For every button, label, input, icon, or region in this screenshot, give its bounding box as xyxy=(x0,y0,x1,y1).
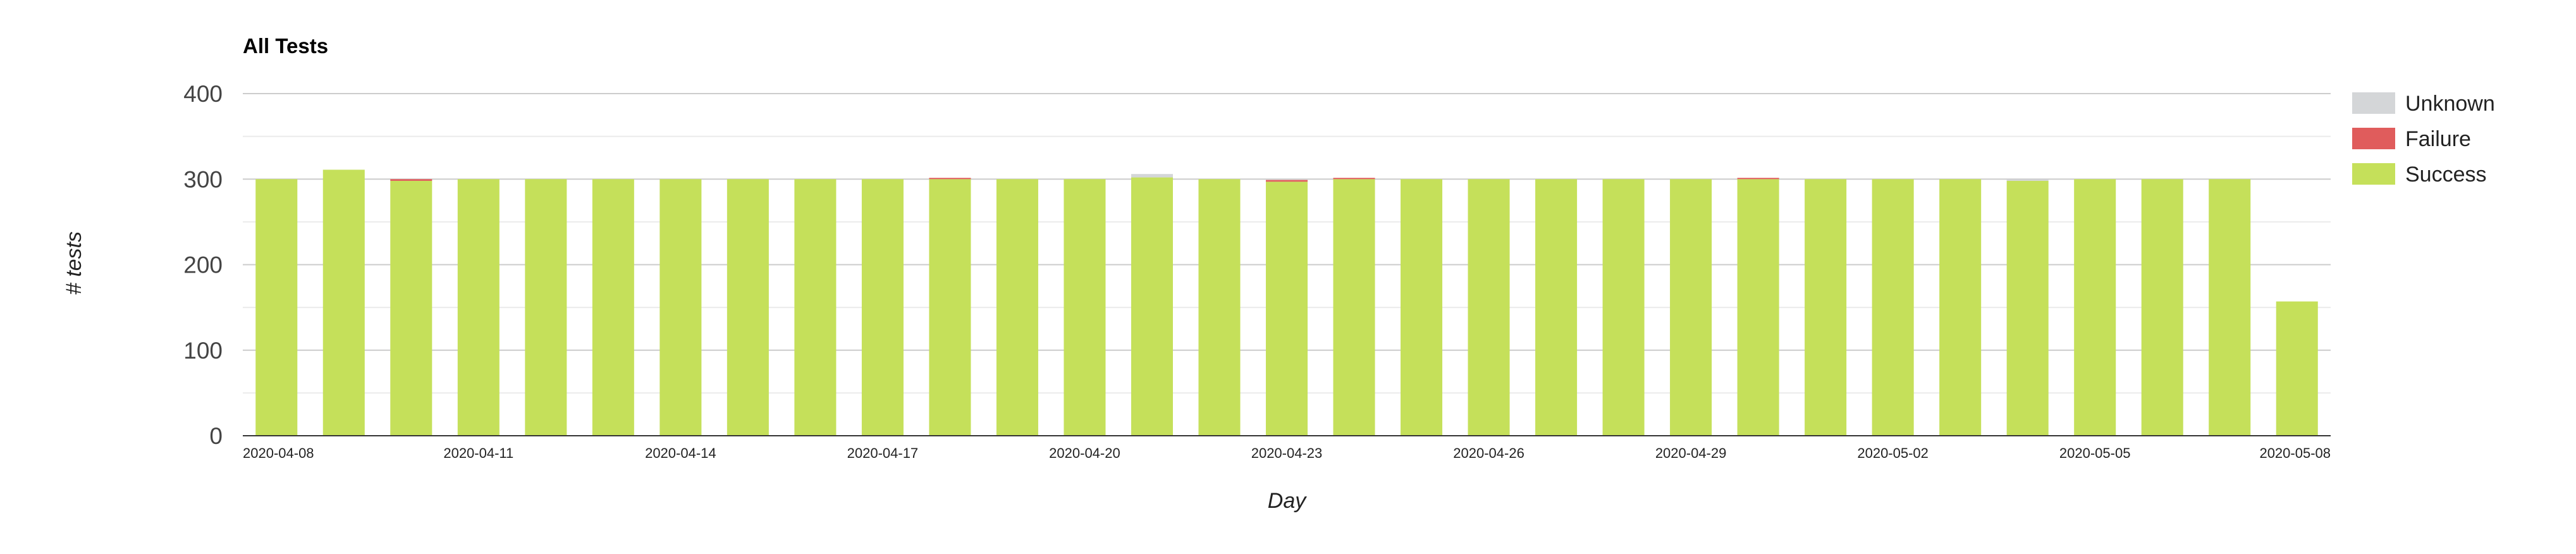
bar-success-2020-05-02 xyxy=(1872,179,1914,436)
bar-success-2020-04-15 xyxy=(727,179,769,436)
bar-success-2020-04-23 xyxy=(1265,182,1308,436)
x-tick-label: 2020-04-26 xyxy=(1453,445,1524,461)
bar-unknown-2020-04-21 xyxy=(1131,174,1173,178)
legend-swatch-unknown xyxy=(2352,92,2395,114)
bar-success-2020-04-11 xyxy=(457,179,500,436)
x-tick-label: 2020-04-11 xyxy=(443,445,513,461)
x-tick-label: 2020-04-20 xyxy=(1049,445,1120,461)
x-tick-label: 2020-04-17 xyxy=(847,445,919,461)
bar-success-2020-04-13 xyxy=(592,179,634,436)
legend-swatch-failure xyxy=(2352,128,2395,149)
bar-success-2020-04-09 xyxy=(322,169,365,436)
x-axis-ticks: 2020-04-08 2020-04-11 2020-04-14 2020-04-17… xyxy=(243,445,2331,461)
legend-label-success: Success xyxy=(2405,163,2487,187)
bar-success-2020-04-16 xyxy=(794,179,837,436)
x-tick-label: 2020-05-08 xyxy=(2259,445,2331,461)
bar-success-2020-04-22 xyxy=(1198,179,1241,436)
bar-unknown-2020-05-04 xyxy=(2006,179,2049,181)
x-tick-label: 2020-04-23 xyxy=(1251,445,1323,461)
bar-success-2020-04-20 xyxy=(1064,179,1106,436)
bar-success-2020-04-12 xyxy=(525,179,567,436)
bar-success-2020-04-14 xyxy=(659,179,702,436)
y-tick-label: 0 xyxy=(209,423,223,449)
x-tick-label: 2020-05-05 xyxy=(2059,445,2131,461)
legend-swatch-success xyxy=(2352,163,2395,185)
bar-success-2020-04-17 xyxy=(861,179,904,436)
x-tick-label: 2020-04-08 xyxy=(243,445,314,461)
y-tick-label: 300 xyxy=(183,166,223,192)
bar-success-2020-05-06 xyxy=(2141,179,2183,436)
bar-success-2020-04-26 xyxy=(1468,179,1510,436)
bar-success-2020-04-28 xyxy=(1602,179,1645,436)
bar-success-2020-05-07 xyxy=(2209,179,2251,436)
bar-success-2020-04-18 xyxy=(929,179,971,436)
y-axis-ticks: 0 100 200 300 400 xyxy=(183,81,223,449)
bar-success-2020-04-30 xyxy=(1737,179,1779,436)
bar-failure-2020-04-24 xyxy=(1333,178,1375,180)
y-axis-label: # tests xyxy=(62,231,86,295)
bar-success-2020-04-27 xyxy=(1535,179,1578,436)
bars xyxy=(255,169,2318,436)
bar-success-2020-04-21 xyxy=(1131,177,1173,436)
bar-success-2020-04-19 xyxy=(996,179,1038,436)
legend-label-failure: Failure xyxy=(2405,127,2471,151)
bar-failure-2020-04-23 xyxy=(1265,180,1308,182)
y-tick-label: 200 xyxy=(183,252,223,278)
bar-success-2020-04-25 xyxy=(1401,179,1443,436)
bar-success-2020-04-24 xyxy=(1333,179,1375,436)
y-tick-label: 100 xyxy=(183,338,223,364)
bar-failure-2020-04-18 xyxy=(929,178,971,180)
bar-success-2020-05-08 xyxy=(2276,301,2318,436)
bar-failure-2020-04-30 xyxy=(1737,178,1779,180)
bar-success-2020-05-01 xyxy=(1805,179,1847,436)
legend-label-unknown: Unknown xyxy=(2405,92,2495,116)
legend: Unknown Failure Success xyxy=(2352,92,2495,187)
y-tick-label: 400 xyxy=(183,81,223,107)
bar-success-2020-05-03 xyxy=(1939,179,1982,436)
bar-success-2020-04-10 xyxy=(390,180,432,436)
bar-success-2020-04-29 xyxy=(1670,179,1712,436)
x-tick-label: 2020-05-02 xyxy=(1857,445,1929,461)
bar-failure-2020-04-10 xyxy=(390,179,432,181)
chart-title: All Tests xyxy=(243,34,328,58)
bar-success-2020-05-05 xyxy=(2074,179,2116,436)
bar-success-2020-05-04 xyxy=(2006,180,2049,436)
x-tick-label: 2020-04-14 xyxy=(645,445,716,461)
bar-success-2020-04-08 xyxy=(255,179,298,436)
x-axis-label: Day xyxy=(1268,489,1307,513)
x-tick-label: 2020-04-29 xyxy=(1655,445,1727,461)
